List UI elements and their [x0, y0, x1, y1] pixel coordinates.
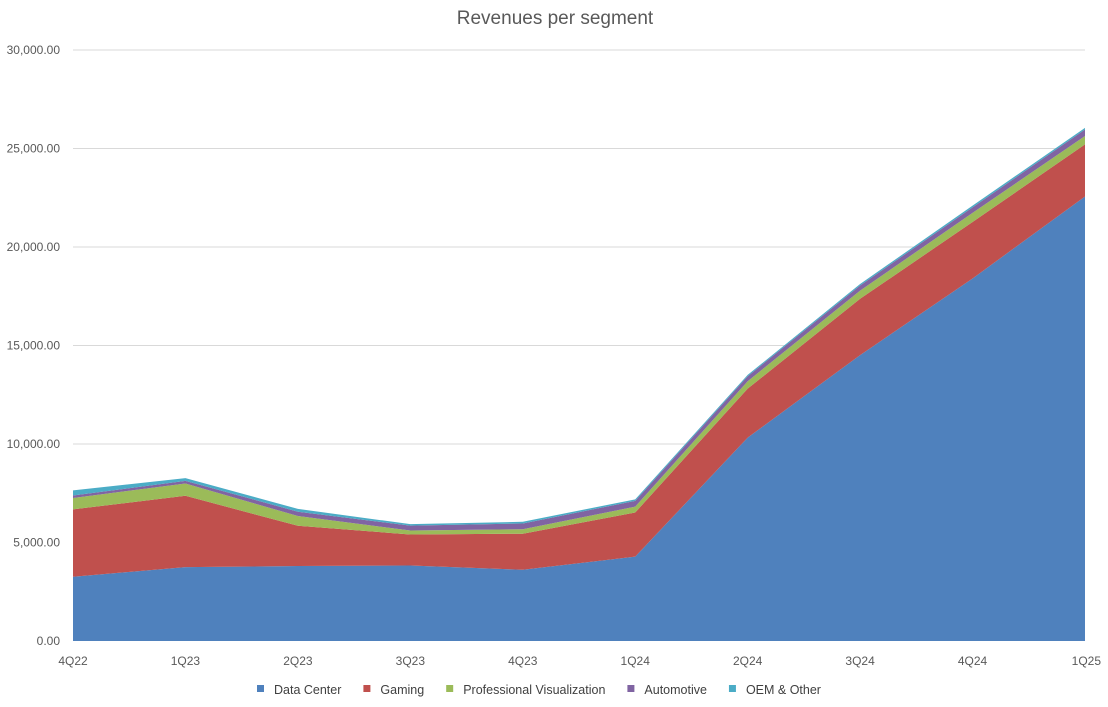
- x-tick-label: 4Q24: [958, 654, 988, 668]
- legend-label: Data Center: [274, 683, 341, 697]
- y-tick-label: 10,000.00: [7, 437, 61, 451]
- y-tick-label: 20,000.00: [7, 240, 61, 254]
- x-tick-label: 3Q23: [396, 654, 426, 668]
- legend-label: OEM & Other: [746, 683, 821, 697]
- x-tick-label: 2Q23: [283, 654, 313, 668]
- series-areas: [73, 127, 1085, 641]
- area-series-data-center: [73, 196, 1085, 641]
- y-tick-label: 0.00: [37, 634, 61, 648]
- legend-swatch: [257, 685, 264, 692]
- legend-swatch: [627, 685, 635, 692]
- legend: Data Center Gaming Professional Visualizat…: [257, 683, 821, 697]
- legend-label: Professional Visualization: [463, 683, 605, 697]
- legend-swatch: [446, 685, 454, 692]
- legend-swatch: [363, 685, 371, 692]
- legend-swatch: [728, 685, 736, 692]
- x-tick-label: 4Q22: [58, 654, 88, 668]
- legend-label: Gaming: [380, 683, 424, 697]
- y-tick-label: 5,000.00: [13, 536, 60, 550]
- y-tick-label: 30,000.00: [7, 43, 61, 57]
- x-tick-label: 1Q23: [171, 654, 201, 668]
- y-axis-ticks: 0.00 5,000.00 10,000.00 15,000.00 20,000.00 2…: [7, 43, 61, 648]
- legend-label: Automotive: [644, 683, 707, 697]
- area-series-professional-visualization: [73, 135, 1085, 535]
- x-tick-label: 1Q25: [1072, 654, 1102, 668]
- chart-title: Revenues per segment: [457, 8, 654, 29]
- x-tick-label: 4Q23: [508, 654, 538, 668]
- y-tick-label: 25,000.00: [7, 142, 61, 156]
- x-tick-label: 2Q24: [733, 654, 763, 668]
- x-axis-ticks: 4Q22 1Q23 2Q23 3Q23 4Q23 1Q24 2Q24 3Q24 4Q24 1Q25: [58, 654, 1101, 668]
- y-tick-label: 15,000.00: [7, 339, 61, 353]
- x-tick-label: 3Q24: [845, 654, 875, 668]
- area-series-gaming: [73, 144, 1085, 577]
- x-tick-label: 1Q24: [621, 654, 651, 668]
